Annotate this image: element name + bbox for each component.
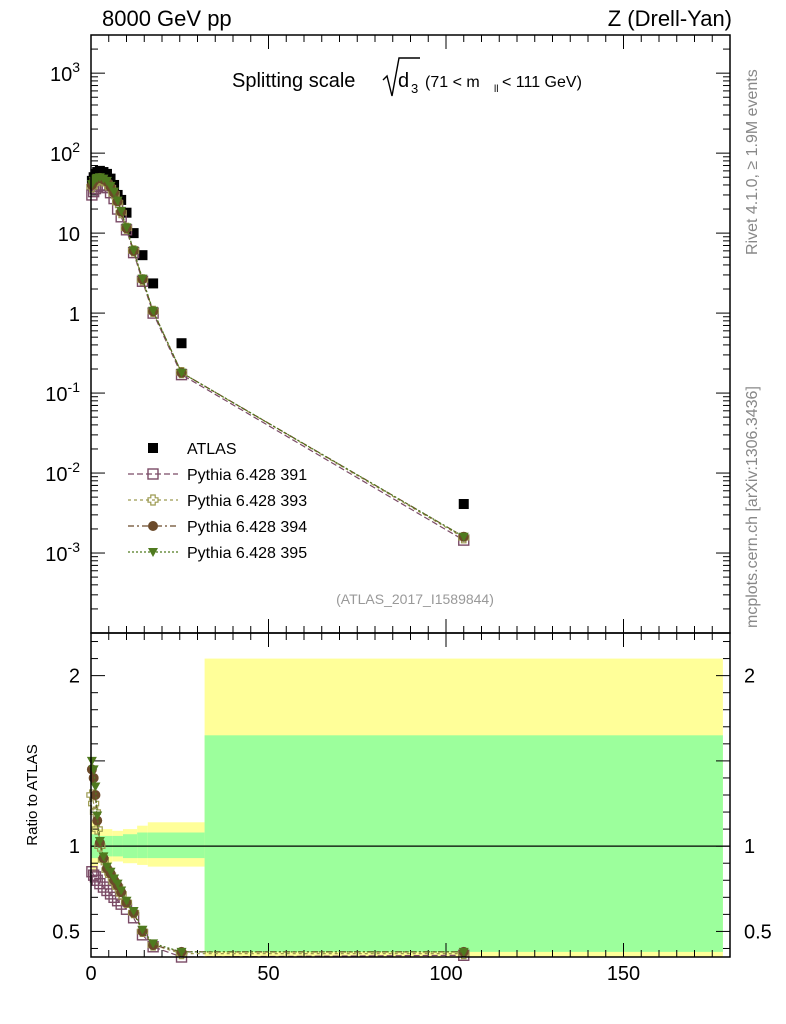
legend: ATLAS Pythia 6.428 391 Pythia 6.428 393 Pyt… (128, 441, 307, 562)
ratio-point (128, 906, 139, 916)
data-point (148, 278, 159, 289)
ratio-point (92, 815, 103, 826)
main-series-group (86, 165, 470, 546)
ratio-point (105, 867, 116, 877)
ratio-point (101, 884, 113, 897)
ratio-series-group (86, 756, 470, 963)
legend-label: Pythia 6.428 393 (187, 493, 307, 510)
data-point (458, 532, 469, 542)
header-left-label: 8000 GeV pp (102, 6, 232, 31)
ratio-point (90, 790, 101, 800)
legend-marker (148, 548, 158, 557)
ratio-y-tick-label-right: 0.5 (744, 921, 772, 943)
ratio-y-axis-label: Ratio to ATLAS (24, 744, 41, 845)
ratio-point (91, 874, 103, 886)
series-line-2 (91, 178, 465, 539)
ratio-point (104, 888, 117, 900)
data-point (458, 499, 469, 510)
ratio-point (94, 877, 106, 890)
x-tick-label: 150 (607, 963, 640, 985)
plot-title-sqrt-var: d (398, 70, 409, 92)
ratio-y-tick-label-right: 1 (744, 836, 755, 858)
data-point (137, 274, 148, 284)
inner-band-bin (162, 832, 205, 859)
ratio-point (116, 886, 127, 896)
data-point (112, 196, 123, 206)
legend-marker (148, 521, 158, 531)
ratio-point (148, 939, 159, 949)
data-point (105, 181, 116, 191)
ratio-point (92, 811, 103, 821)
plot-title-sqrt-sub: 3 (411, 81, 418, 96)
legend-label: Pythia 6.428 395 (187, 545, 307, 562)
main-y-tick-label: 103 (50, 59, 80, 86)
main-y-tick-label: 102 (50, 139, 80, 166)
data-point (128, 228, 139, 239)
x-tick-label: 100 (429, 963, 462, 985)
main-y-tick-label: 10 (58, 224, 80, 246)
data-point (176, 368, 187, 378)
ratio-point (86, 756, 97, 766)
inner-band-bin (137, 832, 148, 859)
ratio-y-tick-label-right: 2 (744, 666, 755, 688)
legend-marker (148, 443, 158, 453)
ratio-point (458, 947, 469, 957)
analysis-id-label: (ATLAS_2017_I1589844) (336, 591, 494, 607)
data-point (101, 176, 112, 186)
data-point (137, 250, 148, 261)
ratio-y-tick-label: 1 (69, 836, 80, 858)
inner-band-bin (147, 832, 162, 859)
ratio-point (94, 837, 105, 847)
legend-marker (147, 468, 159, 480)
sqrt-symbol (382, 57, 420, 97)
ratio-y-tick-label: 0.5 (52, 921, 80, 943)
main-y-tick-label: 1 (69, 304, 80, 326)
data-point (116, 206, 127, 216)
data-point (109, 187, 120, 197)
legend-label: Pythia 6.428 394 (187, 519, 307, 536)
legend-label: ATLAS (187, 441, 237, 458)
ratio-point (97, 881, 110, 893)
inner-band-bin (204, 735, 723, 952)
plot-title-cut-sub: ll (494, 84, 498, 95)
ratio-plot-frame (90, 632, 731, 958)
main-y-tick-label: 10-2 (45, 459, 80, 486)
ratio-point (121, 896, 132, 906)
data-point (128, 246, 139, 256)
plot-title-cut-right: < 111 GeV) (502, 74, 582, 91)
x-tick-label: 0 (85, 963, 96, 985)
ratio-point (137, 925, 148, 935)
data-point (148, 306, 159, 316)
ratio-point (109, 874, 120, 884)
ratio-y-tick-label: 2 (69, 666, 80, 688)
ratio-point (112, 879, 123, 889)
data-point (176, 338, 187, 349)
ratio-uncertainty-bands (91, 658, 730, 957)
plot-title-main: Splitting scale (232, 70, 355, 92)
series-line-1 (91, 184, 465, 541)
ratio-point (176, 947, 187, 957)
legend-marker (147, 494, 159, 506)
ratio-point (98, 852, 109, 862)
ratio-point (101, 862, 112, 872)
header-right-label: Z (Drell-Yan) (607, 6, 732, 31)
ratio-point (90, 782, 101, 792)
plot-title-cut-left: (71 < m (425, 74, 480, 91)
main-y-tick-label: 10-1 (45, 379, 80, 406)
data-point (121, 223, 132, 233)
x-tick-label: 50 (257, 963, 279, 985)
legend-label: Pythia 6.428 391 (187, 467, 307, 484)
main-y-tick-label: 10-3 (45, 539, 80, 566)
main-plot-frame (90, 34, 731, 634)
